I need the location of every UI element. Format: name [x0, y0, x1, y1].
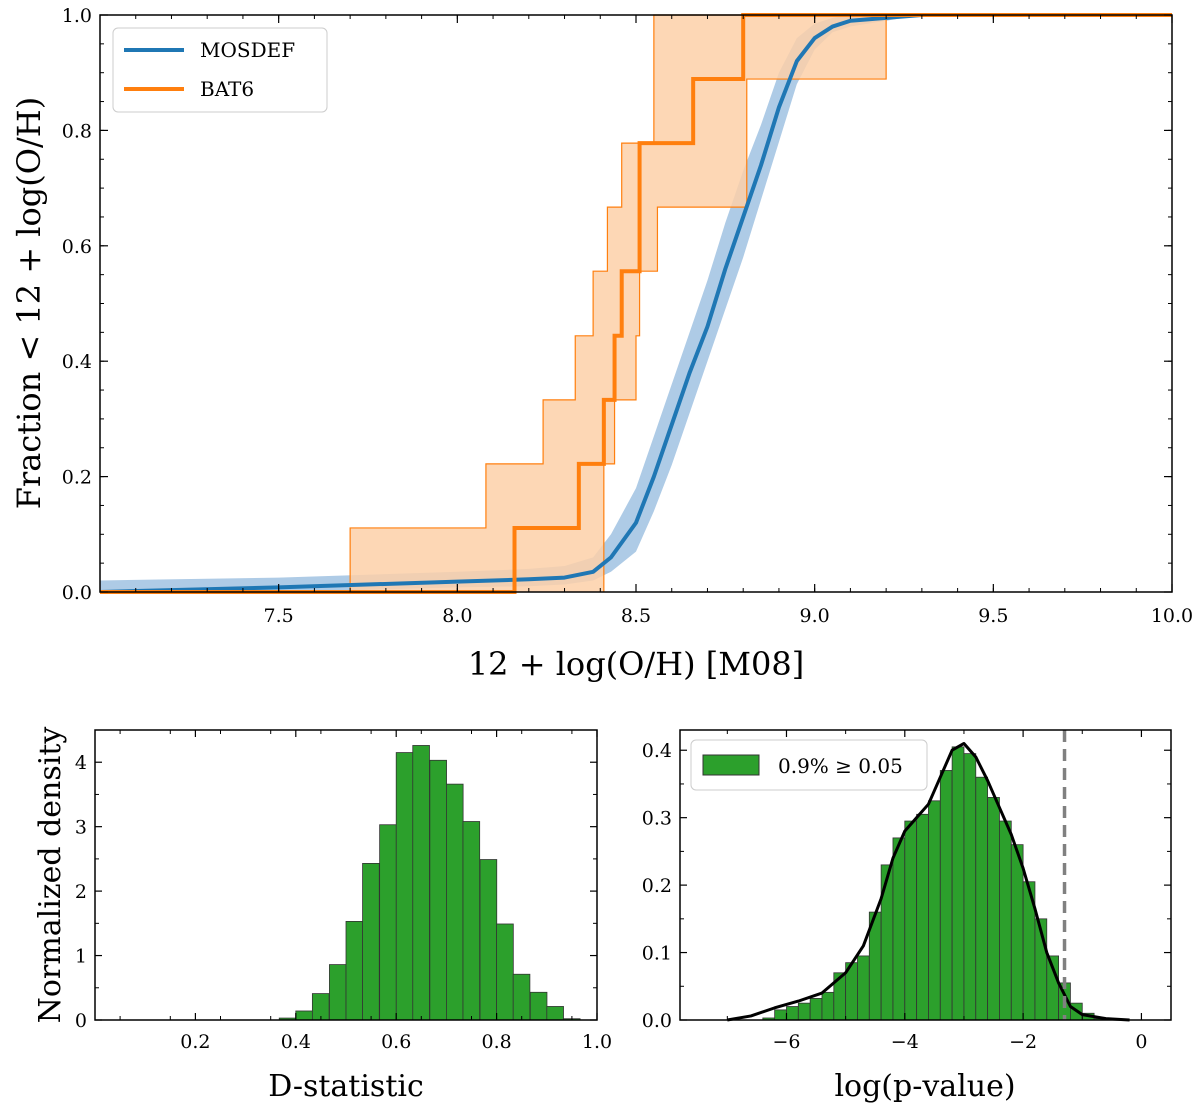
- x-tick-label: 1.0: [582, 1031, 612, 1053]
- x-tick-label: 10.0: [1151, 605, 1193, 627]
- legend-label-fraction: 0.9% ≥ 0.05: [778, 754, 903, 778]
- mosdef-line: [99, 13, 1172, 594]
- histogram-bar: [379, 824, 397, 1021]
- p-value-legend: 0.9% ≥ 0.05: [690, 739, 928, 791]
- legend-swatch-green: [702, 754, 760, 776]
- histogram-bar: [916, 813, 929, 1021]
- y-tick-label: 0.1: [642, 943, 672, 965]
- histogram-bar: [928, 800, 941, 1021]
- x-tick-label: 0.6: [381, 1031, 411, 1053]
- histogram-bar: [951, 746, 965, 1021]
- bat6-step-line: [100, 13, 1172, 594]
- histogram-bar: [999, 820, 1012, 1021]
- x-tick-label: 9.0: [800, 605, 830, 627]
- histogram-bar: [512, 973, 531, 1021]
- p-value-frame: [679, 729, 1172, 1021]
- y-tick-label: 0.2: [62, 467, 92, 489]
- x-tick-label: 9.5: [978, 605, 1008, 627]
- histogram-bar: [479, 859, 498, 1021]
- d-statistic-plot-area: [278, 745, 581, 1021]
- x-tick-label: 0.8: [481, 1031, 511, 1053]
- x-tick-label: −2: [1009, 1031, 1037, 1053]
- histogram-bar: [821, 991, 835, 1021]
- histogram-bar: [774, 1009, 787, 1021]
- histogram-bar: [295, 1010, 313, 1021]
- y-tick-label: 3: [75, 817, 87, 839]
- y-tick-label: 0.2: [642, 875, 672, 897]
- bat6-upper-edge: [349, 14, 1172, 592]
- histogram-bar: [939, 770, 953, 1021]
- cdf-panel: 7.5 8.0 8.5 9.0 9.5 10.0 0.0 0.2 0.4 0.6 0.8 1.0 MO…: [10, 5, 1193, 683]
- histogram-bar: [329, 964, 347, 1021]
- y-tick-label: 2: [75, 881, 87, 903]
- histogram-bar: [546, 1006, 564, 1021]
- y-tick-label: 0: [75, 1010, 87, 1032]
- x-tick-label: 0: [1135, 1031, 1147, 1053]
- x-tick-label: 0.4: [281, 1031, 311, 1053]
- x-tick-label: 8.5: [621, 605, 651, 627]
- cdf-x-axis-label: 12 + log(O/H) [M08]: [468, 645, 804, 683]
- p-value-panel: −6 −4 −2 0 0.0 0.1 0.2 0.3 0.4 0.9% ≥ 0.05 log(p…: [642, 729, 1172, 1104]
- histogram-bar: [362, 863, 380, 1021]
- p-value-legend-box: [690, 739, 928, 791]
- y-tick-label: 0.4: [62, 351, 92, 373]
- y-tick-label: 0.6: [62, 236, 92, 258]
- histogram-bar: [987, 797, 1000, 1021]
- p-value-ticks: −6 −4 −2 0 0.0 0.1 0.2 0.3 0.4: [642, 730, 1171, 1053]
- p-value-x-axis-label: log(p-value): [834, 1069, 1015, 1104]
- y-tick-label: 1: [75, 946, 87, 968]
- cdf-y-axis-label: Fraction < 12 + log(O/H): [10, 97, 48, 509]
- histogram-bar: [496, 923, 514, 1021]
- histogram-bar: [345, 921, 364, 1021]
- x-tick-label: −4: [891, 1031, 919, 1053]
- y-tick-label: 0.0: [62, 582, 92, 604]
- legend-label-bat6: BAT6: [200, 77, 254, 101]
- histogram-bar: [797, 1002, 811, 1021]
- histogram-bar: [445, 783, 464, 1021]
- y-tick-label: 0.8: [62, 120, 92, 142]
- x-tick-label: 8.0: [442, 605, 472, 627]
- histogram-bar: [395, 752, 414, 1021]
- d-statistic-x-axis-label: D-statistic: [268, 1069, 424, 1104]
- x-tick-label: 0.2: [180, 1031, 210, 1053]
- histogram-bar: [809, 998, 823, 1021]
- cdf-plot-area: [99, 13, 1173, 594]
- d-statistic-panel: 0.2 0.4 0.6 0.8 1.0 0 1 2 3 4 D-statistic Normali…: [33, 727, 612, 1104]
- y-tick-label: 1.0: [62, 5, 92, 27]
- histogram-bar: [963, 753, 977, 1021]
- histogram-bar: [462, 821, 481, 1021]
- histogram-bar: [429, 759, 447, 1021]
- histogram-bar: [857, 955, 870, 1021]
- histogram-bar: [975, 776, 989, 1021]
- kde-curve: [727, 741, 1130, 1022]
- histogram-bar: [529, 991, 548, 1021]
- y-tick-label: 0.3: [642, 808, 672, 830]
- d-statistic-ticks: 0.2 0.4 0.6 0.8 1.0 0 1 2 3 4: [75, 730, 612, 1053]
- d-statistic-y-axis-label: Normalized density: [33, 727, 68, 1024]
- legend-label-mosdef: MOSDEF: [200, 38, 295, 62]
- histogram-bar: [904, 820, 918, 1021]
- x-tick-label: −6: [772, 1031, 800, 1053]
- y-tick-label: 4: [75, 752, 87, 774]
- d-statistic-frame: [94, 729, 598, 1021]
- cdf-ticks: 7.5 8.0 8.5 9.0 9.5 10.0 0.0 0.2 0.4 0.6 0.8 1.0: [62, 5, 1193, 627]
- histogram-bar: [1010, 844, 1024, 1021]
- histogram-bar: [412, 745, 430, 1021]
- bat6-band: [350, 15, 1173, 592]
- y-tick-label: 0.4: [642, 740, 672, 762]
- histogram-bar: [786, 1006, 799, 1021]
- x-tick-label: 7.5: [264, 605, 294, 627]
- y-tick-label: 0.0: [642, 1010, 672, 1032]
- histogram-bar: [892, 837, 906, 1021]
- cdf-legend: MOSDEF BAT6: [112, 27, 328, 113]
